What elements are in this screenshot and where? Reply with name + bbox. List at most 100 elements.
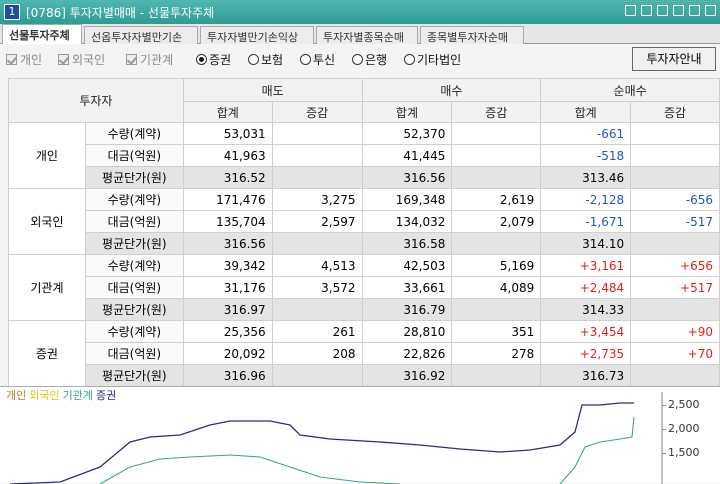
- value-cell: 33,661: [361, 276, 453, 299]
- radio[interactable]: 기타법인: [404, 51, 461, 68]
- value-cell: +2,484: [540, 276, 632, 299]
- tab[interactable]: 투자자별종목순매수: [316, 26, 418, 60]
- value-cell: [630, 166, 720, 189]
- chart-lines: [9, 392, 663, 484]
- data-row: 평균단가(원) 316.56 316.58 314.10: [9, 232, 720, 255]
- window-title: [0786] 투자자별매매 - 선물투자주체: [26, 6, 215, 20]
- header-cell: 합계: [540, 101, 632, 123]
- data-row: 평균단가(원) 316.96 316.92 316.73: [9, 364, 720, 387]
- value-cell: 134,032: [361, 210, 453, 233]
- tab[interactable]: 선옵투자자별만기손익: [84, 26, 198, 60]
- value-cell: [271, 144, 363, 167]
- checkbox-label: 기관계: [140, 53, 174, 67]
- value-cell: 5,169: [451, 254, 542, 277]
- checkbox-label: 외국인: [72, 53, 106, 67]
- value-cell: 52,370: [361, 122, 453, 145]
- radio[interactable]: 증권: [196, 51, 231, 68]
- data-row: 평균단가(원) 316.97 316.79 314.33: [9, 298, 720, 321]
- value-cell: [451, 232, 542, 255]
- header-cell: 증감: [271, 101, 363, 123]
- data-row: 증권 수량(계약) 25,356 261 28,810 351 +3,454 +90: [8, 320, 720, 387]
- item-cell: 대금(억원): [84, 210, 184, 233]
- value-cell: 316.52: [182, 166, 273, 189]
- tab[interactable]: 투자자별만기손익상세: [200, 26, 314, 60]
- value-cell: [451, 364, 542, 387]
- checkbox-label: 개인: [20, 53, 43, 67]
- value-cell: [271, 298, 363, 321]
- item-cell: 대금(억원): [84, 144, 184, 167]
- checkbox[interactable]: 외국인: [58, 51, 105, 68]
- legend-item: 외국인: [29, 389, 60, 402]
- line-institutions: [99, 454, 401, 484]
- checkbox-box: [6, 54, 17, 65]
- value-cell: 42,503: [361, 254, 453, 277]
- value-cell: -517: [630, 210, 720, 233]
- legend: 개인 외국인 기관계 증권: [6, 387, 119, 403]
- title-bar: 1 [0786] 투자자별매매 - 선물투자주체: [0, 0, 720, 24]
- value-cell: +2,735: [540, 342, 632, 365]
- data-row: 대금(억원) 135,704 2,597 134,032 2,079 -1,671 -517: [9, 210, 720, 233]
- value-cell: 135,704: [182, 210, 273, 233]
- checkbox-box: [126, 54, 137, 65]
- checkbox[interactable]: 개인: [6, 51, 42, 68]
- value-cell: [630, 144, 720, 167]
- item-cell: 수량(계약): [84, 320, 184, 343]
- checkbox-box: [58, 54, 69, 65]
- radio-circle: [300, 54, 311, 65]
- investor-cell: 기관계: [8, 254, 86, 321]
- tab[interactable]: 종목별투자자순매수: [420, 26, 524, 60]
- y-tick: [662, 405, 666, 406]
- data-row: 평균단가(원) 316.52 316.56 313.46: [9, 166, 720, 189]
- value-cell: [271, 122, 363, 145]
- item-cell: 수량(계약): [84, 254, 184, 277]
- value-cell: 25,356: [182, 320, 273, 343]
- item-cell: 평균단가(원): [84, 232, 184, 255]
- value-cell: 4,089: [451, 276, 542, 299]
- data-row: 외국인 수량(계약) 171,476 3,275 169,348 2,619 -2,128-…: [8, 188, 720, 255]
- header-cell: 투자자: [8, 78, 184, 123]
- value-cell: -1,671: [540, 210, 632, 233]
- value-cell: 351: [451, 320, 542, 343]
- value-cell: 28,810: [361, 320, 453, 343]
- value-cell: 316.96: [182, 364, 273, 387]
- legend-item: 기관계: [62, 389, 93, 402]
- value-cell: 31,176: [182, 276, 273, 299]
- value-cell: 20,092: [182, 342, 273, 365]
- tab[interactable]: 선물투자주체: [2, 24, 82, 45]
- y-tick-label: 2,500: [668, 398, 700, 411]
- y-tick-label: 2,000: [668, 422, 700, 435]
- value-cell: [451, 166, 542, 189]
- chart-panel: 개인 외국인 기관계 증권 2,500 2,000 1,500: [0, 386, 720, 484]
- value-cell: 2,619: [451, 188, 542, 211]
- value-cell: 53,031: [182, 122, 273, 145]
- value-cell: 316.79: [361, 298, 453, 321]
- value-cell: 3,275: [271, 188, 363, 211]
- value-cell: 171,476: [182, 188, 273, 211]
- value-cell: 278: [451, 342, 542, 365]
- value-cell: [451, 122, 542, 145]
- title-buttons[interactable]: [620, 5, 716, 19]
- value-cell: 41,963: [182, 144, 273, 167]
- item-cell: 대금(억원): [84, 276, 184, 299]
- value-cell: -518: [540, 144, 632, 167]
- value-cell: 314.10: [540, 232, 632, 255]
- radio[interactable]: 보험: [248, 51, 283, 68]
- value-cell: 316.56: [182, 232, 273, 255]
- item-cell: 대금(억원): [84, 342, 184, 365]
- value-cell: 316.56: [361, 166, 453, 189]
- value-cell: 22,826: [361, 342, 453, 365]
- value-cell: 39,342: [182, 254, 273, 277]
- checkbox[interactable]: 기관계: [126, 51, 173, 68]
- value-cell: 261: [271, 320, 363, 343]
- value-cell: +3,454: [540, 320, 632, 343]
- header-cell: 증감: [630, 101, 720, 123]
- value-cell: +70: [630, 342, 720, 365]
- guide-button[interactable]: 투자자안내: [632, 47, 716, 71]
- value-cell: [271, 232, 363, 255]
- value-cell: 2,597: [271, 210, 363, 233]
- value-cell: -2,128: [540, 188, 632, 211]
- radio-circle: [196, 54, 207, 65]
- radio[interactable]: 투신: [300, 51, 335, 68]
- radio[interactable]: 은행: [352, 51, 387, 68]
